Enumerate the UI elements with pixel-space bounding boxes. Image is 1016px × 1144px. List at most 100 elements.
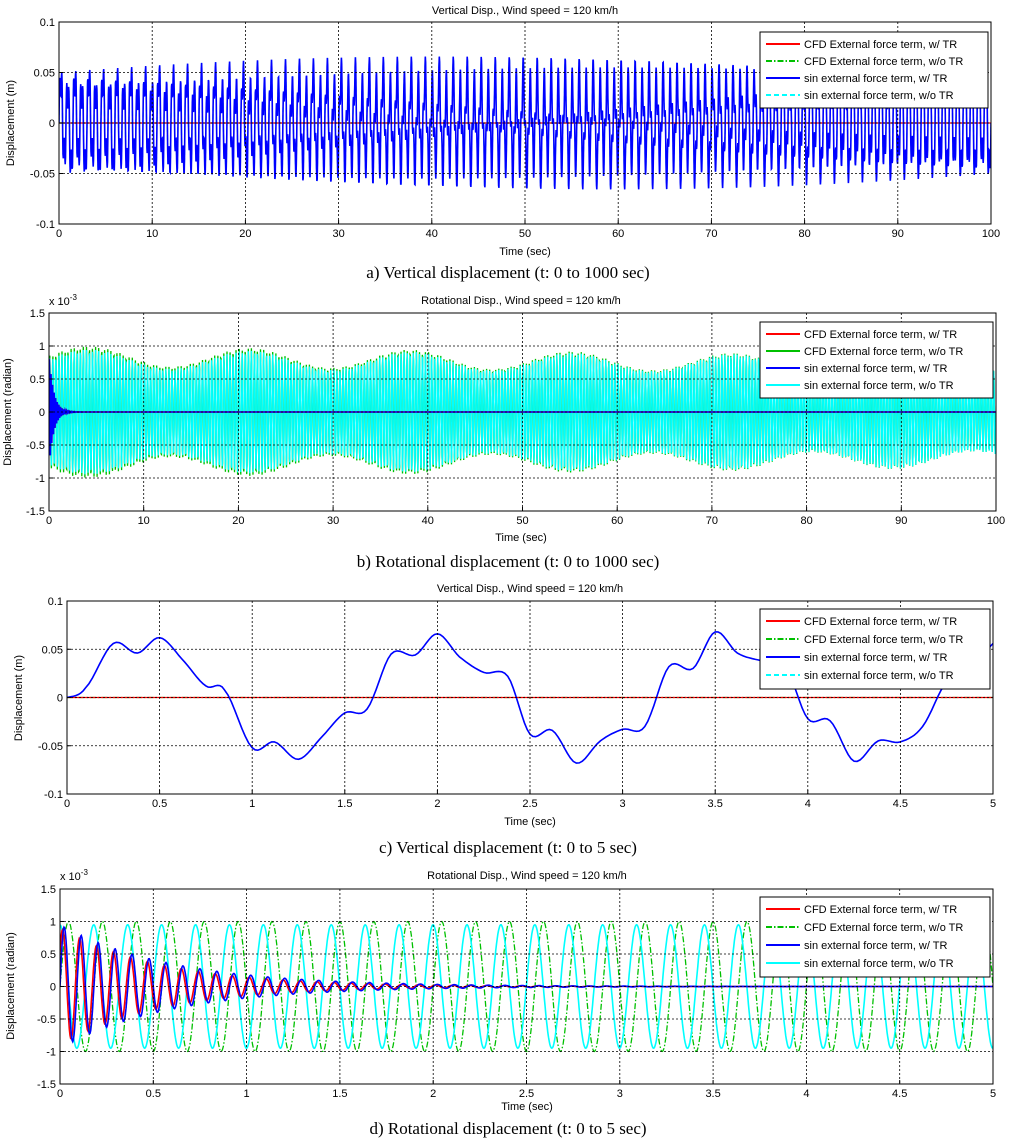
panel-b-legend: CFD External force term, w/ TR CFD Extern… <box>759 321 994 399</box>
y-tick-label: 0 <box>39 407 45 419</box>
y-tick-label: 0 <box>57 693 63 705</box>
x-tick-label: 90 <box>895 515 907 527</box>
x-tick-label: 50 <box>516 515 528 527</box>
y-tick-label: -0.5 <box>26 440 45 452</box>
x-tick-label: 4.5 <box>892 1088 907 1100</box>
x-tick-label: 30 <box>327 515 339 527</box>
y-tick-label: -0.1 <box>44 789 63 801</box>
x-tick-label: 10 <box>138 515 150 527</box>
y-tick-label: 0.1 <box>40 17 55 29</box>
y-tick-label: -1 <box>46 1047 56 1059</box>
y-tick-label: 1 <box>50 917 56 929</box>
y-tick-label: -1 <box>35 473 45 485</box>
legend-label: sin external force term, w/ TR <box>804 73 948 85</box>
x-tick-label: 3 <box>620 798 626 810</box>
panel-d-legend: CFD External force term, w/ TR CFD Extern… <box>759 896 991 978</box>
x-tick-label: 0 <box>64 798 70 810</box>
x-tick-label: 2 <box>434 798 440 810</box>
legend-label: CFD External force term, w/ TR <box>804 616 957 628</box>
x-tick-label: 50 <box>519 228 531 240</box>
x-tick-label: 20 <box>232 515 244 527</box>
y-tick-label: 0.5 <box>41 949 56 961</box>
x-tick-label: 10 <box>146 228 158 240</box>
panel-b-title: Rotational Disp., Wind speed = 120 km/h <box>421 295 621 307</box>
x-tick-label: 90 <box>892 228 904 240</box>
x-tick-label: 70 <box>705 228 717 240</box>
x-tick-label: 1.5 <box>337 798 352 810</box>
y-tick-label: -1.5 <box>37 1079 56 1091</box>
x-tick-label: 0 <box>56 228 62 240</box>
x-tick-label: 80 <box>798 228 810 240</box>
x-tick-label: 30 <box>332 228 344 240</box>
legend-label: CFD External force term, w/o TR <box>804 56 963 68</box>
panel-c-xlabel: Time (sec) <box>504 816 556 828</box>
panel-b: Rotational Disp., Wind speed = 120 km/h … <box>2 293 1005 571</box>
x-tick-label: 5 <box>990 1088 996 1100</box>
x-tick-label: 60 <box>612 228 624 240</box>
x-tick-label: 4 <box>805 798 811 810</box>
legend-label: sin external force term, w/ TR <box>804 940 948 952</box>
legend-label: CFD External force term, w/ TR <box>804 904 957 916</box>
x-tick-label: 3.5 <box>705 1088 720 1100</box>
x-tick-label: 70 <box>706 515 718 527</box>
y-tick-label: 0.1 <box>48 596 63 608</box>
x-tick-label: 100 <box>987 515 1005 527</box>
x-tick-label: 3.5 <box>708 798 723 810</box>
x-tick-label: 40 <box>422 515 434 527</box>
x-tick-label: 2.5 <box>519 1088 534 1100</box>
x-tick-label: 2.5 <box>522 798 537 810</box>
x-tick-label: 40 <box>426 228 438 240</box>
y-tick-label: 0.5 <box>30 374 45 386</box>
y-tick-label: 0.05 <box>42 644 63 656</box>
x-tick-label: 0 <box>46 515 52 527</box>
panel-a-title: Vertical Disp., Wind speed = 120 km/h <box>432 5 618 17</box>
panel-b-exponent: x 10-3 <box>49 293 77 308</box>
x-tick-label: 60 <box>611 515 623 527</box>
legend-label: sin external force term, w/ TR <box>804 363 948 375</box>
y-tick-label: -0.05 <box>38 741 63 753</box>
panel-d-title: Rotational Disp., Wind speed = 120 km/h <box>427 870 627 882</box>
legend-label: CFD External force term, w/ TR <box>804 39 957 51</box>
panel-a: Vertical Disp., Wind speed = 120 km/h 0 1… <box>5 5 1000 282</box>
x-tick-label: 100 <box>982 228 1000 240</box>
panel-c-yticks: -0.1 -0.05 0 0.05 0.1 <box>38 596 993 801</box>
panel-a-ylabel: Displacement (m) <box>5 80 17 166</box>
x-tick-label: 2 <box>430 1088 436 1100</box>
y-tick-label: -0.5 <box>37 1014 56 1026</box>
panel-c-ylabel: Displacement (m) <box>13 655 25 741</box>
panel-d-xlabel: Time (sec) <box>501 1101 553 1113</box>
x-tick-label: 1 <box>249 798 255 810</box>
y-tick-label: -0.1 <box>36 219 55 231</box>
x-tick-label: 1 <box>244 1088 250 1100</box>
panel-d: Rotational Disp., Wind speed = 120 km/h … <box>5 868 996 1138</box>
x-tick-label: 4.5 <box>893 798 908 810</box>
panel-d-ylabel: Displacement (radian) <box>5 932 17 1040</box>
panel-c-caption: c) Vertical displacement (t: 0 to 5 sec) <box>379 838 637 857</box>
panel-c: Vertical Disp., Wind speed = 120 km/h 0 0… <box>13 583 996 857</box>
x-tick-label: 80 <box>800 515 812 527</box>
y-tick-label: 1.5 <box>30 308 45 320</box>
x-tick-label: 20 <box>239 228 251 240</box>
panel-d-exponent: x 10-3 <box>60 868 88 883</box>
x-tick-label: 0 <box>57 1088 63 1100</box>
y-tick-label: 1 <box>39 341 45 353</box>
panel-b-xlabel: Time (sec) <box>495 532 547 544</box>
x-tick-label: 1.5 <box>332 1088 347 1100</box>
legend-label: CFD External force term, w/o TR <box>804 634 963 646</box>
x-tick-label: 3 <box>617 1088 623 1100</box>
panel-a-caption: a) Vertical displacement (t: 0 to 1000 s… <box>366 263 649 282</box>
x-tick-label: 0.5 <box>146 1088 161 1100</box>
legend-label: CFD External force term, w/o TR <box>804 922 963 934</box>
legend-label: sin external force term, w/o TR <box>804 380 954 392</box>
legend-label: sin external force term, w/o TR <box>804 90 954 102</box>
y-tick-label: 1.5 <box>41 884 56 896</box>
panel-c-legend: CFD External force term, w/ TR CFD Extern… <box>759 608 991 690</box>
panel-d-caption: d) Rotational displacement (t: 0 to 5 se… <box>369 1119 646 1138</box>
legend-label: CFD External force term, w/ TR <box>804 329 957 341</box>
panel-a-xlabel: Time (sec) <box>499 246 551 258</box>
legend-label: sin external force term, w/o TR <box>804 670 954 682</box>
x-tick-label: 0.5 <box>152 798 167 810</box>
x-tick-label: 4 <box>803 1088 809 1100</box>
panel-a-legend: CFD External force term, w/ TR CFD Extern… <box>759 31 989 109</box>
